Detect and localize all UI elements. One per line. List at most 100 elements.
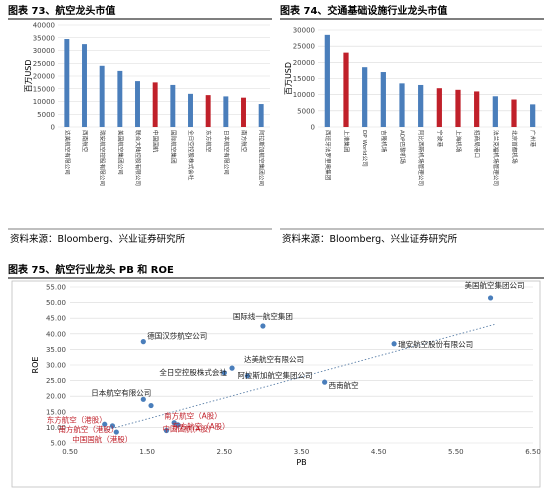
point-label: 美国航空集团公司 xyxy=(465,280,525,290)
bar xyxy=(324,34,330,127)
data-point xyxy=(260,323,266,329)
x-tick-label: 吉隆机场 xyxy=(380,130,388,153)
bar xyxy=(223,96,229,127)
point-label: 中国国航（港股） xyxy=(72,434,132,444)
point-label: 国际线一航空集团 xyxy=(233,311,293,321)
data-point xyxy=(244,373,251,379)
x-tick-label: 广州港 xyxy=(529,130,537,147)
x-tick-label: 联合大陆控股有限公司 xyxy=(134,130,142,186)
x-tick-label: 日本航空有限公司 xyxy=(222,130,230,175)
bar xyxy=(258,104,264,127)
y-tick-label: 10000 xyxy=(33,98,55,106)
x-tick-label: 3.50 xyxy=(294,448,310,456)
data-point xyxy=(140,339,146,345)
x-tick-label: 西南航空 xyxy=(81,130,89,153)
data-point xyxy=(322,379,328,385)
fig75-caption: 图表 75、航空行业龙头 PB 和 ROE xyxy=(8,263,174,276)
x-tick-label: ADP巴黎机场 xyxy=(399,130,407,164)
data-point xyxy=(175,422,181,428)
point-label: 瑞安航空股份有限公司 xyxy=(398,339,473,349)
chart75-xlabel: PB xyxy=(296,458,306,467)
bar xyxy=(530,104,536,127)
point-label: 东方航空（港股） xyxy=(47,414,107,424)
x-tick-label: 瑞安航空控股有限公司 xyxy=(99,130,107,186)
x-tick-label: 阿拉斯加航空集团公司 xyxy=(258,130,266,186)
y-tick-label: 20.00 xyxy=(46,393,66,401)
data-point xyxy=(171,420,177,426)
chart75-ylabel: ROE xyxy=(31,357,40,374)
x-tick-label: 1.50 xyxy=(139,448,155,456)
y-tick-label: 45.00 xyxy=(46,315,66,323)
x-tick-label: 北京首都机场 xyxy=(511,130,519,164)
y-tick-label: 10.00 xyxy=(46,424,66,432)
point-label: 中国国航(A股) xyxy=(162,424,211,434)
chart73-ylabel: 百万USD xyxy=(24,59,33,92)
x-tick-label: 上海机场 xyxy=(455,130,463,153)
chart74-ylabel: 百万USD xyxy=(284,62,293,95)
x-tick-label: 阿比西斯机场管理公司 xyxy=(417,130,425,186)
point-label: 南方航空（A股） xyxy=(164,411,222,421)
y-tick-label: 40.00 xyxy=(46,330,66,338)
y-tick-label: 15000 xyxy=(293,75,315,83)
bar xyxy=(399,83,405,127)
x-tick-label: 6.50 xyxy=(525,448,541,456)
x-tick-label: 2.50 xyxy=(217,448,233,456)
x-tick-label: 国际航空集团 xyxy=(169,130,177,164)
x-tick-label: 南方航空 xyxy=(240,130,248,153)
x-tick-label: 上港集团 xyxy=(343,130,351,153)
bar xyxy=(82,44,87,127)
y-tick-label: 25000 xyxy=(33,60,55,68)
point-label: 南方航空（港股） xyxy=(58,424,118,434)
x-tick-label: 东方航空 xyxy=(205,130,213,153)
chart73: 百万USD 0 5000 10000 15000 20000 25000 30000 3500… xyxy=(24,22,270,186)
bar xyxy=(511,99,517,127)
x-tick-label: DP World公司 xyxy=(361,130,368,167)
chart74: 百万USD 0 5000 10000 15000 20000 25000 30000 西班牙法… xyxy=(284,27,542,186)
y-tick-label: 35000 xyxy=(33,34,55,42)
bar xyxy=(380,72,386,127)
bar xyxy=(99,65,105,127)
bar xyxy=(188,93,193,127)
point-label: 达美航空有限公司 xyxy=(244,354,304,364)
data-point xyxy=(391,341,397,347)
y-tick-label: 5000 xyxy=(37,111,55,119)
data-point xyxy=(229,365,235,371)
data-point xyxy=(140,396,146,402)
data-point xyxy=(109,423,116,429)
y-tick-label: 25.00 xyxy=(46,377,66,385)
point-label: 阿拉斯加航空集团公司 xyxy=(237,370,312,380)
fig73-caption: 图表 73、航空龙头市值 xyxy=(8,4,115,17)
x-tick-label: 招商局港口 xyxy=(473,130,481,158)
y-tick-label: 20000 xyxy=(33,73,55,81)
bar xyxy=(205,95,211,127)
y-tick-label: 20000 xyxy=(293,59,315,67)
point-label: 西南航空 xyxy=(329,380,359,390)
x-tick-label: 宁波港 xyxy=(436,130,444,147)
chart75-frame xyxy=(11,280,541,488)
bar xyxy=(170,84,176,127)
fig74-caption: 图表 74、交通基础设施行业龙头市值 xyxy=(280,4,447,17)
x-tick-label: 法兰克福机场管理公司 xyxy=(492,130,500,186)
y-tick-label: 5000 xyxy=(297,107,315,115)
y-tick-label: 30000 xyxy=(293,27,315,35)
x-tick-label: 达美航空有限公司 xyxy=(63,130,71,175)
data-point xyxy=(113,429,119,435)
point-label: 东方航空（A股） xyxy=(172,421,230,431)
y-tick-label: 30.00 xyxy=(46,362,66,370)
trendline xyxy=(104,324,495,431)
x-tick-label: 西班牙法罗里奥集团 xyxy=(324,130,332,181)
data-point xyxy=(148,402,154,409)
y-tick-label: 25000 xyxy=(293,43,315,51)
fig73-source: 资料来源：Bloomberg、兴业证券研究所 xyxy=(10,233,186,245)
y-tick-label: 0 xyxy=(51,124,55,132)
y-tick-label: 5.00 xyxy=(50,440,66,448)
bar xyxy=(436,88,442,127)
bar xyxy=(492,96,498,127)
y-tick-label: 30000 xyxy=(33,47,55,55)
data-point xyxy=(163,427,170,434)
data-point xyxy=(221,370,227,376)
x-tick-label: 全日空控股株式会社 xyxy=(187,130,195,181)
point-label: 德国汉莎航空公司 xyxy=(147,331,207,341)
y-tick-label: 50.00 xyxy=(46,299,66,307)
